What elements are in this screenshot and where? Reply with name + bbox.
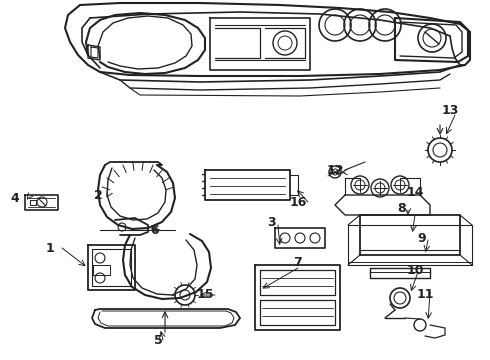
Text: 13: 13	[441, 104, 459, 117]
Text: 2: 2	[94, 189, 102, 202]
Text: 11: 11	[416, 288, 434, 302]
Text: 8: 8	[398, 202, 406, 215]
Text: 14: 14	[406, 185, 424, 198]
Text: 5: 5	[154, 333, 162, 346]
Text: 15: 15	[196, 288, 214, 302]
Text: 9: 9	[417, 231, 426, 244]
Text: 10: 10	[406, 264, 424, 276]
Text: 4: 4	[11, 192, 20, 204]
Text: 1: 1	[46, 242, 54, 255]
Text: 3: 3	[268, 216, 276, 229]
Text: 6: 6	[151, 224, 159, 237]
Text: 12: 12	[326, 163, 344, 176]
Text: 16: 16	[289, 195, 307, 208]
Text: 7: 7	[294, 256, 302, 269]
